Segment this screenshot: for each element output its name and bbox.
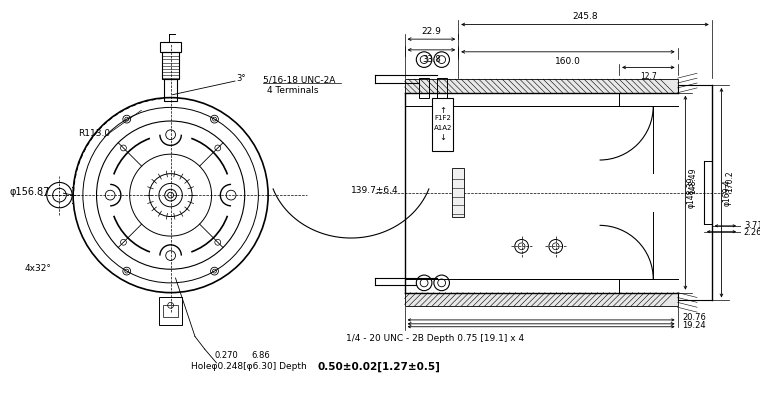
Text: φ148.39: φ148.39 bbox=[687, 177, 695, 208]
Text: 139.7±6.4: 139.7±6.4 bbox=[351, 186, 398, 195]
Text: 20.76: 20.76 bbox=[682, 314, 706, 322]
Text: 160.0: 160.0 bbox=[555, 57, 581, 66]
Text: 1/4 - 20 UNC - 2B Depth 0.75 [19.1] x 4: 1/4 - 20 UNC - 2B Depth 0.75 [19.1] x 4 bbox=[346, 334, 524, 343]
Text: φ169.4: φ169.4 bbox=[723, 179, 732, 206]
Text: ↑: ↑ bbox=[439, 106, 446, 115]
Text: 0.50±0.02[1.27±0.5]: 0.50±0.02[1.27±0.5] bbox=[318, 362, 441, 372]
Text: A1A2: A1A2 bbox=[433, 125, 451, 131]
Text: 245.8: 245.8 bbox=[572, 12, 598, 21]
Text: 3°: 3° bbox=[236, 74, 245, 83]
Text: 19.24: 19.24 bbox=[682, 321, 706, 330]
Bar bbox=[420, 78, 429, 98]
Text: 0.270: 0.270 bbox=[214, 352, 238, 360]
Bar bbox=[452, 168, 464, 217]
Bar bbox=[164, 79, 177, 100]
Text: F1F2: F1F2 bbox=[434, 115, 451, 121]
Text: 6.86: 6.86 bbox=[252, 352, 271, 360]
Text: 170.2: 170.2 bbox=[725, 170, 733, 192]
Text: 148.49: 148.49 bbox=[688, 168, 697, 194]
Bar bbox=[163, 305, 179, 317]
Text: φ156.87: φ156.87 bbox=[10, 187, 50, 197]
Bar bbox=[160, 42, 182, 52]
Text: 12.7: 12.7 bbox=[640, 72, 657, 81]
Text: 4x32°: 4x32° bbox=[24, 264, 51, 273]
Text: 3.71: 3.71 bbox=[744, 221, 760, 230]
Text: Holeφ0.248[φ6.30] Depth: Holeφ0.248[φ6.30] Depth bbox=[191, 362, 307, 371]
Bar bbox=[437, 78, 447, 98]
Bar bbox=[162, 52, 179, 79]
Bar bbox=[159, 298, 182, 325]
Bar bbox=[432, 98, 454, 151]
Text: 5/16-18 UNC-2A: 5/16-18 UNC-2A bbox=[263, 76, 336, 84]
Text: 2.26: 2.26 bbox=[744, 228, 760, 237]
Text: 22.9: 22.9 bbox=[422, 27, 442, 36]
Text: 4 Terminals: 4 Terminals bbox=[267, 86, 318, 95]
Text: R113.0: R113.0 bbox=[78, 129, 110, 138]
Text: ↓: ↓ bbox=[439, 133, 446, 142]
Text: 33.8: 33.8 bbox=[422, 55, 441, 64]
Bar bbox=[404, 79, 678, 93]
Bar bbox=[404, 293, 678, 306]
